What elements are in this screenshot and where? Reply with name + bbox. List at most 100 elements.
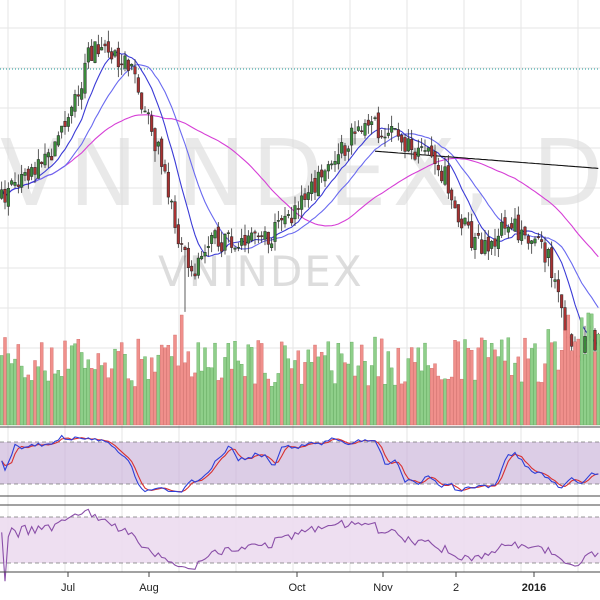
candle-body bbox=[180, 243, 184, 245]
candle-body bbox=[0, 189, 4, 199]
volume-bar bbox=[443, 378, 447, 426]
x-tick-label: 2 bbox=[453, 582, 459, 594]
volume-bar bbox=[213, 342, 217, 426]
volume-bar bbox=[526, 358, 531, 426]
x-tick-label: Jul bbox=[61, 582, 75, 594]
candle-body bbox=[283, 215, 287, 225]
volume-bar bbox=[113, 348, 117, 426]
candle-body bbox=[80, 88, 84, 100]
candle-body bbox=[153, 128, 157, 152]
volume-bar bbox=[273, 382, 277, 426]
volume-bar bbox=[56, 370, 61, 426]
candle-body bbox=[23, 172, 27, 176]
candle-body bbox=[350, 127, 354, 146]
volume-bar bbox=[413, 362, 417, 426]
volume-bar bbox=[143, 356, 147, 426]
volume-bar bbox=[276, 373, 281, 426]
volume-bar bbox=[493, 349, 497, 426]
volume-bar bbox=[86, 359, 91, 426]
candle-body bbox=[353, 131, 357, 134]
volume-bar bbox=[293, 360, 297, 426]
volume-bar bbox=[473, 379, 477, 426]
volume-bar bbox=[219, 377, 224, 426]
volume-bar bbox=[356, 365, 361, 426]
candle-body bbox=[136, 77, 140, 93]
candle-body bbox=[390, 126, 394, 133]
candle-body bbox=[516, 214, 520, 241]
volume-bar bbox=[189, 376, 194, 426]
volume-bar bbox=[559, 350, 564, 426]
candle-body bbox=[146, 112, 150, 114]
candle-body bbox=[103, 43, 107, 47]
volume-bar bbox=[399, 383, 404, 426]
x-tick-label: Aug bbox=[139, 582, 159, 594]
candle-body bbox=[70, 106, 74, 116]
volume-bar bbox=[539, 382, 544, 426]
volume-bar bbox=[479, 337, 484, 426]
candle-body bbox=[553, 279, 557, 282]
volume-bar bbox=[483, 340, 487, 426]
rsi-line bbox=[1, 508, 599, 582]
volume-bar bbox=[53, 373, 57, 426]
watermark-large: VNINDEX, D bbox=[0, 120, 600, 227]
volume-bar bbox=[289, 368, 294, 426]
candle-body bbox=[416, 147, 420, 157]
volume-bar bbox=[249, 347, 254, 426]
candle-body bbox=[500, 221, 504, 236]
volume-bar bbox=[299, 383, 304, 426]
candle-body bbox=[433, 151, 437, 165]
candle-body bbox=[53, 141, 57, 157]
candle-body bbox=[530, 240, 534, 244]
candle-body bbox=[46, 152, 50, 158]
volume-bar bbox=[139, 359, 144, 426]
candle-body bbox=[6, 187, 10, 207]
volume-bar bbox=[73, 343, 77, 426]
volume-bar bbox=[593, 351, 597, 426]
candle-body bbox=[36, 159, 40, 179]
volume-panel bbox=[0, 312, 600, 426]
candle-body bbox=[156, 141, 160, 147]
volume-bar bbox=[503, 360, 507, 426]
candle-body bbox=[166, 171, 170, 198]
volume-bar bbox=[256, 340, 261, 426]
volume-bar bbox=[83, 367, 87, 426]
volume-bar bbox=[553, 341, 557, 426]
moving-average-long bbox=[374, 150, 599, 169]
volume-bar bbox=[286, 358, 291, 426]
volume-bar bbox=[69, 345, 74, 426]
volume-bar bbox=[149, 357, 154, 426]
rsi-panel bbox=[0, 508, 600, 582]
volume-bar bbox=[336, 343, 341, 426]
stochastic-k-line bbox=[1, 434, 599, 493]
volume-bar bbox=[116, 351, 121, 426]
volume-bar bbox=[43, 370, 47, 426]
volume-bar bbox=[23, 377, 27, 426]
volume-bar bbox=[279, 341, 284, 426]
volume-bar bbox=[99, 365, 104, 426]
candle-body bbox=[176, 224, 180, 245]
candle-body bbox=[113, 50, 117, 57]
stochastic-panel bbox=[0, 434, 600, 493]
volume-bar bbox=[243, 376, 247, 426]
volume-bar bbox=[529, 348, 534, 426]
candle-body bbox=[193, 273, 197, 277]
volume-bar bbox=[339, 353, 344, 426]
volume-bar bbox=[159, 344, 164, 426]
volume-bar bbox=[453, 340, 457, 426]
candle-body bbox=[300, 195, 304, 210]
candle-body bbox=[546, 249, 550, 258]
volume-bar bbox=[549, 342, 554, 426]
candle-body bbox=[450, 189, 454, 201]
candle-body bbox=[173, 201, 177, 228]
volume-bar bbox=[283, 345, 287, 426]
candle-body bbox=[480, 239, 484, 254]
candle-body bbox=[306, 192, 310, 200]
volume-bar bbox=[313, 344, 317, 426]
volume-bar bbox=[179, 314, 184, 426]
volume-bar bbox=[509, 375, 514, 426]
volume-bar bbox=[396, 347, 401, 426]
volume-bar bbox=[489, 343, 494, 426]
candle-body bbox=[453, 200, 457, 209]
volume-bar bbox=[369, 365, 374, 426]
volume-bar bbox=[66, 368, 71, 426]
